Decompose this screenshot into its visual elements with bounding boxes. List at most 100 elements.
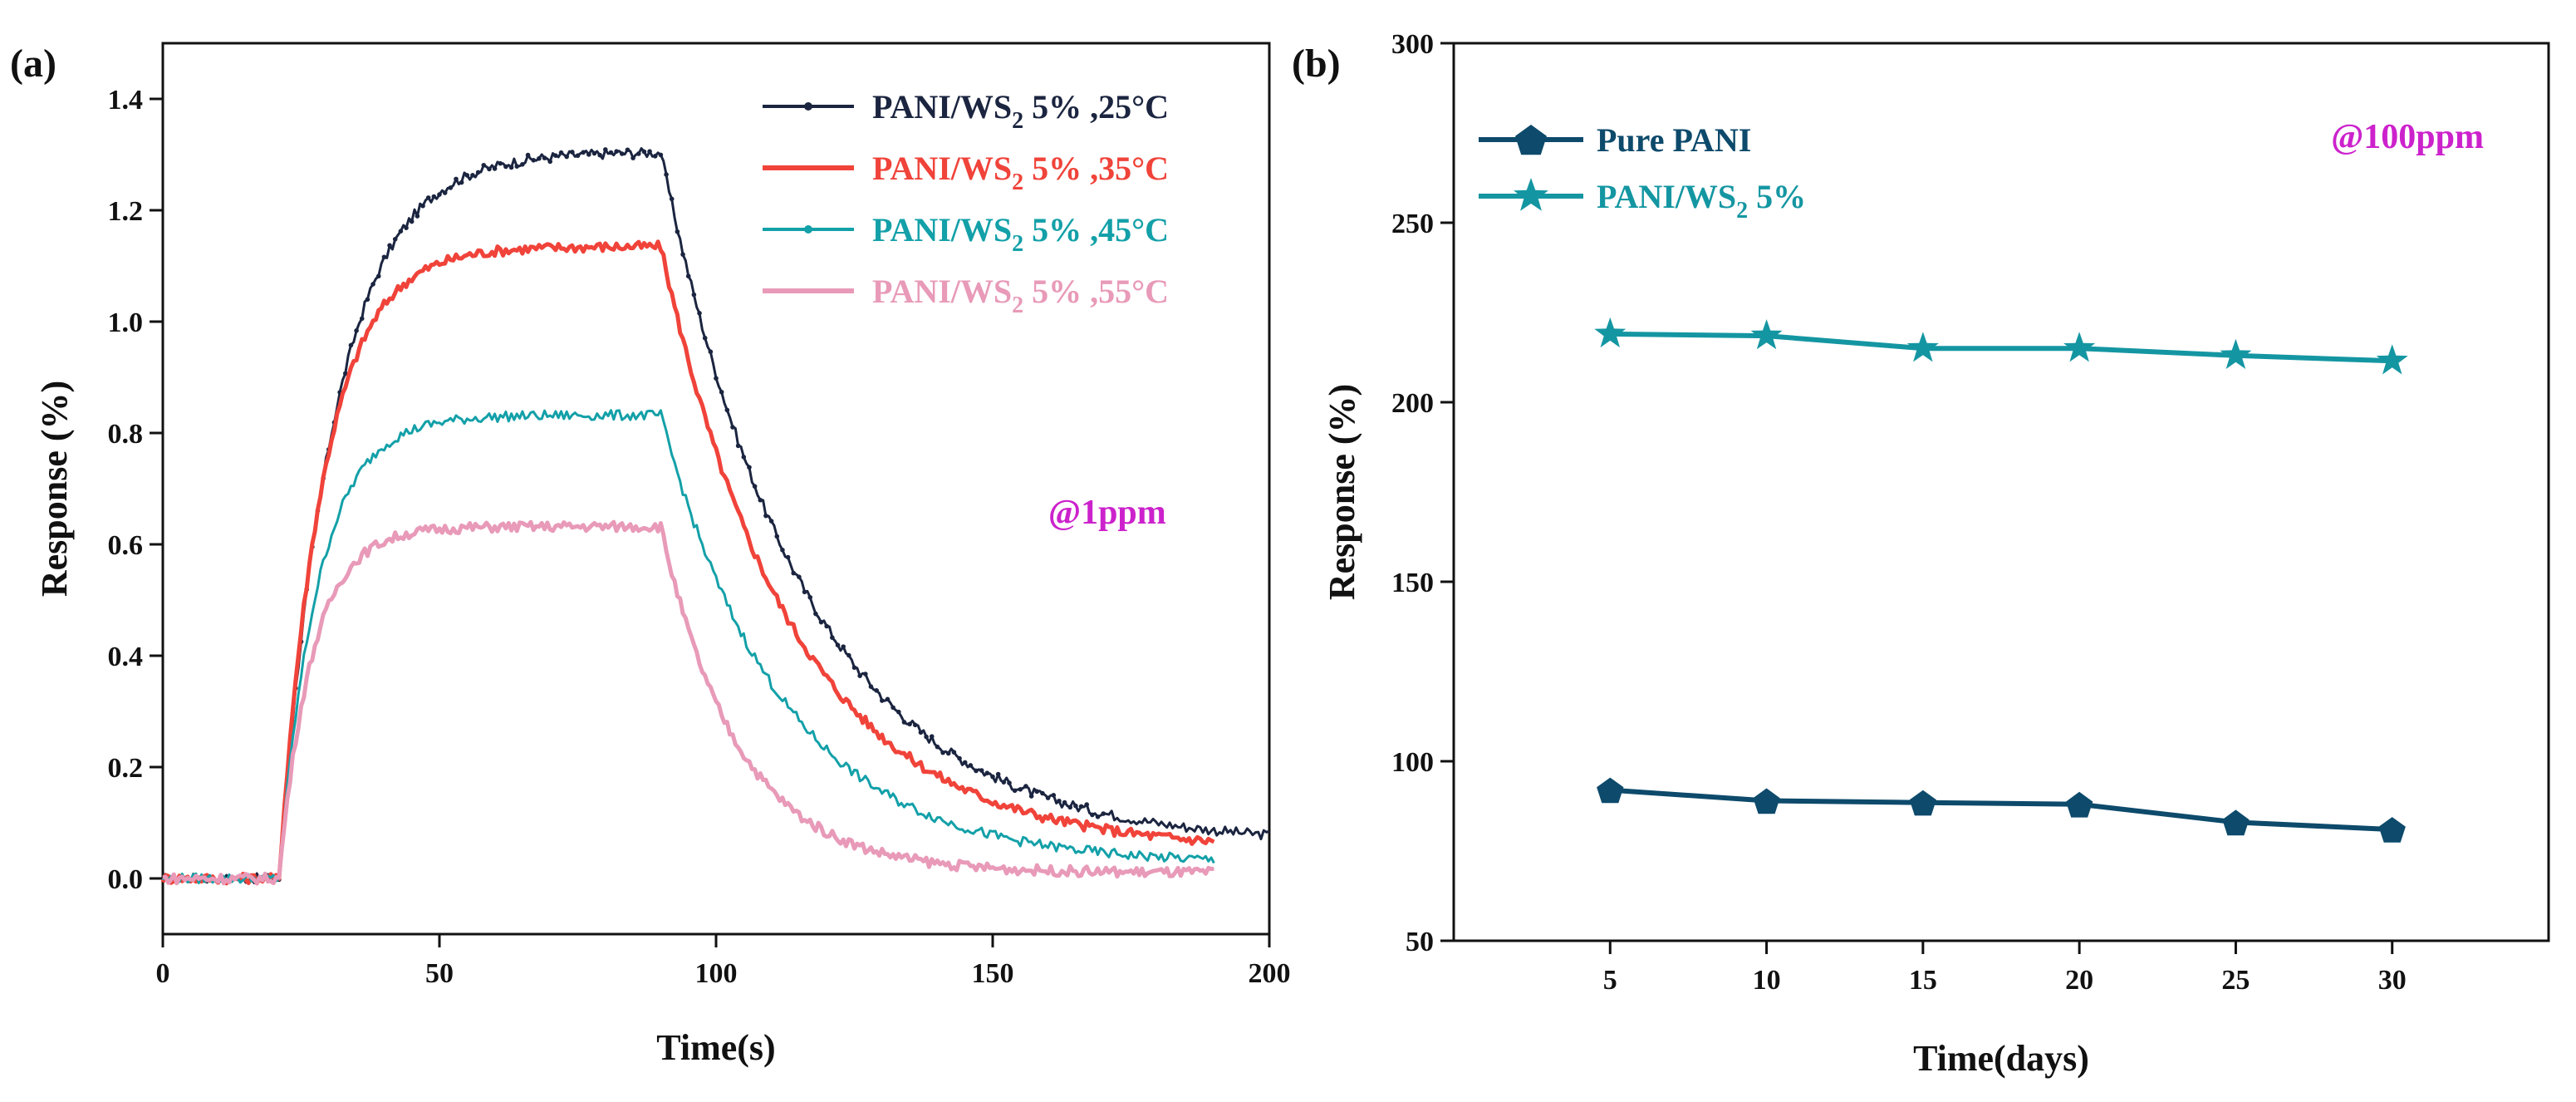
- panel-a-y-tick-label: 0.4: [108, 642, 144, 672]
- panel-b-x-tick-label: 25: [2221, 965, 2250, 996]
- panel-a-series-1-point: [979, 768, 984, 773]
- panel-a-series-1-point: [1023, 784, 1028, 789]
- panel-a-series-1-point: [1101, 811, 1106, 816]
- panel-a-series-1-point: [481, 162, 487, 168]
- panel-a-series-1-point: [791, 570, 797, 576]
- panel-a-series-1-point: [631, 155, 635, 160]
- panel-a-series-1-point: [459, 180, 464, 185]
- panel-a-series-1-point: [619, 151, 625, 156]
- panel-a-series-1-point: [437, 192, 442, 197]
- panel-a-series-1-point: [918, 730, 924, 735]
- panel-b-legend-label-1: Pure PANI: [1597, 121, 1751, 159]
- panel-a-y-tick-label: 0.8: [108, 419, 144, 450]
- panel-b: (b) 5 10 15 20 25 30 50 100 150 200 250 300 Time(da…: [1292, 29, 2550, 1079]
- panel-a-series-1-point: [1057, 798, 1062, 804]
- panel-a-series-1-point: [591, 150, 597, 156]
- panel-a-series-1-point: [924, 734, 929, 740]
- panel-a-series-1-point: [387, 243, 392, 248]
- panel-a-series-1-point: [392, 237, 398, 242]
- panel-a-legend-marker-1: [804, 102, 812, 111]
- panel-b-y-axis-title: Response (%): [1322, 384, 1362, 600]
- panel-a-y-tick-label: 1.0: [108, 307, 144, 338]
- panel-a-series-1-point: [719, 389, 724, 395]
- panel-a-series-1-point: [448, 185, 454, 190]
- panel-b-pani-ws2-point: [1906, 332, 1939, 362]
- panel-a-series-line-3: [161, 409, 1215, 885]
- panel-b-x-tick-label: 10: [1753, 965, 1781, 996]
- panel-b-series-line-1: [1610, 787, 2392, 833]
- panel-a-legend-label-4: PANI/WS2 5% ,55°C: [872, 273, 1169, 318]
- panel-a-series-1-point: [830, 635, 835, 640]
- legend-subscript: 2: [1012, 170, 1023, 195]
- panel-a-series-1-point: [841, 644, 846, 649]
- panel-a-series-1-point: [404, 225, 409, 230]
- panel-a-series-1-point: [957, 755, 962, 761]
- panel-a-label: (a): [10, 42, 56, 86]
- panel-a-series-1-point: [531, 157, 537, 163]
- panel-b-frame: [1452, 42, 2550, 942]
- panel-b-pani-ws2-point: [1750, 319, 1783, 350]
- panel-b-pure-pani-point: [1753, 788, 1780, 814]
- panel-b-ticks: 5 10 15 20 25 30 50 100 150 200 250 300: [1391, 29, 2407, 996]
- legend-name: PANI/WS: [872, 88, 1012, 125]
- panel-a-series-1-point: [431, 194, 437, 199]
- panel-a-series-1-point: [492, 166, 498, 171]
- panel-a-legend-label-2: PANI/WS2 5% ,35°C: [872, 150, 1169, 195]
- panel-a-x-axis-title: Time(s): [656, 1027, 775, 1068]
- panel-a-series-1-point: [487, 166, 492, 172]
- panel-a-series-1-point: [537, 155, 542, 161]
- panel-a-series-1-point: [951, 750, 957, 755]
- panel-a-series-1-point: [1073, 803, 1078, 809]
- panel-a-series-1-point: [608, 150, 614, 155]
- panel-a-series-1-point: [714, 376, 719, 381]
- panel-a-series-1-point: [454, 176, 459, 182]
- legend-subscript: 2: [1012, 293, 1023, 318]
- panel-a-series-1-point: [614, 149, 619, 154]
- panel-a-x-tick-label: 150: [972, 958, 1014, 989]
- panel-a-series-1-point: [857, 673, 862, 678]
- panel-a-series-1-point: [652, 154, 658, 159]
- panel-b-x-tick-label: 15: [1909, 965, 1937, 996]
- panel-a-series-1-point: [365, 297, 370, 303]
- panel-a-series-1-point: [846, 652, 851, 658]
- panel-b-pure-pani-point: [2066, 791, 2093, 818]
- panel-a-series-1-point: [752, 484, 758, 490]
- panel-a-series-1-point: [968, 763, 974, 768]
- panel-a-series: [160, 147, 1270, 886]
- panel-a-series-1-point: [824, 623, 829, 629]
- panel-a-series-1-point: [907, 721, 912, 727]
- panel-a-series-1-point: [945, 750, 951, 756]
- panel-a-series-1-point: [680, 252, 685, 257]
- panel-b-pani-ws2-point: [2063, 332, 2096, 362]
- panel-b-legend: Pure PANI PANI/WS2 5%: [1479, 121, 1806, 224]
- panel-a-series-1-point: [1051, 793, 1057, 798]
- panel-a-series-1-point: [813, 611, 818, 617]
- panel-a-y-tick-label: 0.2: [108, 753, 144, 784]
- panel-b-y-tick-label: 200: [1391, 388, 1434, 419]
- panel-a-series-1-point: [415, 214, 420, 219]
- panel-a-series-1-point: [398, 229, 404, 234]
- panel-a-series-1-point: [425, 195, 431, 200]
- panel-a-series-1-point: [763, 513, 768, 519]
- panel-b-legend-marker-pentagon: [1515, 125, 1547, 155]
- panel-a-series-1-point: [1062, 799, 1067, 805]
- panel-a-series-1-point: [498, 160, 503, 166]
- panel-a-series-1-point: [797, 574, 802, 579]
- panel-a-x-tick-label: 200: [1249, 958, 1291, 989]
- panel-a-series-1-point: [470, 173, 475, 178]
- legend-name: Pure PANI: [1597, 121, 1751, 159]
- panel-b-y-tick-label: 100: [1391, 747, 1434, 778]
- panel-a-series-1-point: [442, 190, 448, 195]
- panel-a-series-1-point: [747, 465, 752, 470]
- panel-a-series-1-point: [1067, 804, 1073, 810]
- panel-a-series-1-point: [464, 173, 470, 178]
- panel-a-series-1-point: [708, 349, 714, 354]
- panel-a-series-1-point: [984, 770, 990, 776]
- panel-a-series-1-point: [730, 425, 735, 430]
- panel-a-series-1-point: [520, 161, 525, 167]
- panel-b-x-axis-title: Time(days): [1913, 1038, 2089, 1079]
- panel-a-legend-label-3: PANI/WS2 5% ,45°C: [872, 211, 1169, 257]
- panel-a-series-1-point: [691, 292, 697, 298]
- panel-b-series: [1594, 317, 2408, 843]
- panel-a-series-1-point: [586, 152, 591, 157]
